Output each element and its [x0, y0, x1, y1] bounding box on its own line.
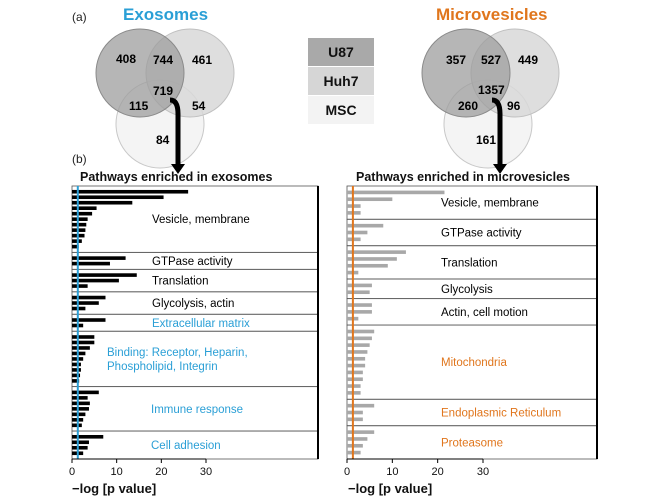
exo-count-huh7-only: 461 [192, 53, 213, 67]
exo-arrow [169, 97, 181, 166]
exo-count-msc-only: 84 [156, 133, 170, 147]
exo-count-u87-msc: 115 [129, 99, 149, 113]
exosome-x-axis-title: −log [p value] [72, 481, 157, 496]
panel-label-b: (b) [72, 152, 87, 166]
panel-label-a: (a) [72, 10, 87, 24]
exo-count-u87-huh7: 744 [153, 53, 174, 67]
exo-count-huh7-msc: 54 [192, 99, 206, 113]
exo-count-u87-only: 408 [116, 52, 137, 66]
exosomes-title: Exosomes [123, 5, 209, 24]
mv-count-u87-huh7: 527 [481, 53, 502, 67]
exosome-chart-title: Pathways enriched in exosomes [80, 170, 273, 184]
exo-arrowhead [171, 164, 185, 174]
mv-count-msc-only: 161 [476, 133, 497, 147]
microvesicle-chart-title: Pathways enriched in microvesicles [356, 170, 570, 184]
exo-count-all: 719 [153, 84, 174, 98]
legend-huh7: Huh7 [308, 67, 374, 95]
mv-count-u87-msc: 260 [458, 99, 479, 113]
mv-circle-u87 [421, 28, 511, 118]
microvesicle-x-axis-title: −log [p value] [348, 481, 433, 496]
mv-count-u87-only: 357 [446, 53, 467, 67]
exo-circle-u87 [95, 28, 185, 118]
mv-arrowhead [493, 164, 507, 174]
mv-count-huh7-only: 449 [518, 53, 539, 67]
mv-arrow [491, 97, 503, 166]
legend-u87: U87 [308, 38, 374, 66]
mv-count-huh7-msc: 96 [507, 99, 521, 113]
microvesicles-title: Microvesicles [436, 5, 548, 24]
legend-msc: MSC [308, 96, 374, 124]
mv-count-all: 1357 [478, 83, 505, 97]
